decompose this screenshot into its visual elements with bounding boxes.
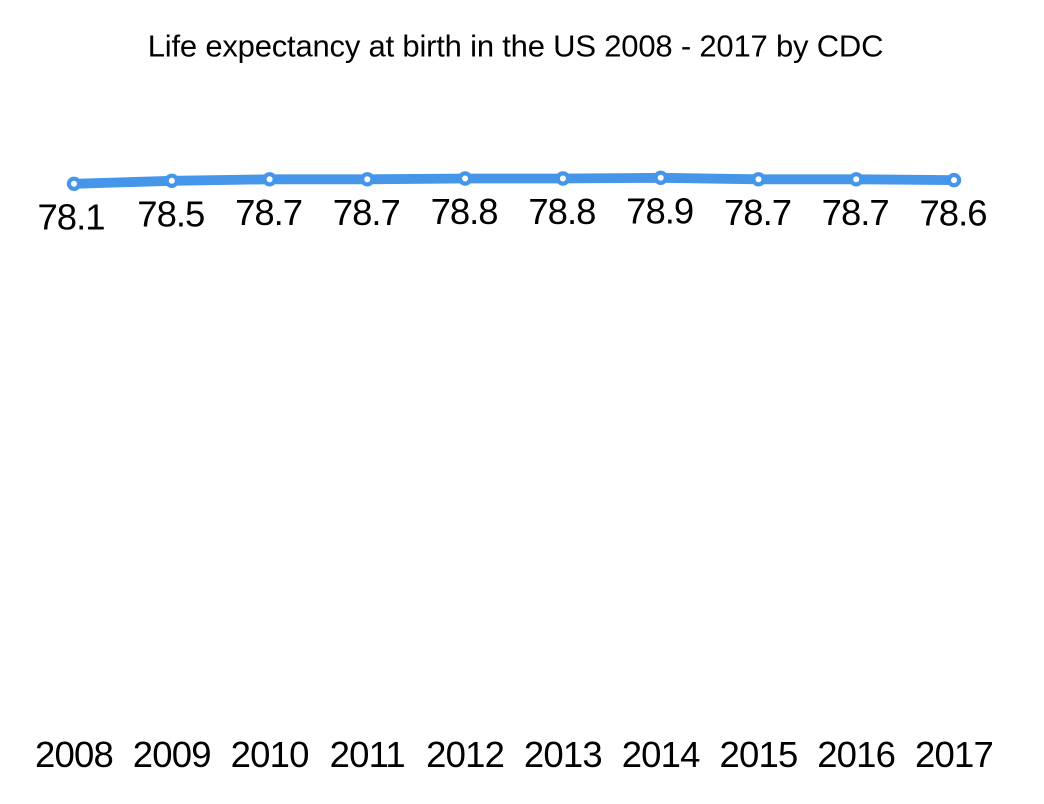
svg-text:2009: 2009 (133, 734, 211, 775)
svg-text:2015: 2015 (720, 734, 798, 775)
svg-text:78.5: 78.5 (137, 193, 204, 234)
svg-text:Life expectancy at birth in th: Life expectancy at birth in the US 2008 … (148, 29, 884, 64)
svg-text:78.7: 78.7 (724, 192, 791, 233)
svg-text:2012: 2012 (426, 734, 504, 775)
svg-text:2016: 2016 (817, 734, 895, 775)
svg-text:78.7: 78.7 (333, 192, 400, 233)
svg-text:2010: 2010 (231, 734, 309, 775)
svg-text:2014: 2014 (622, 734, 700, 775)
svg-text:78.1: 78.1 (37, 196, 104, 237)
svg-text:2017: 2017 (915, 734, 993, 775)
svg-text:2011: 2011 (330, 734, 405, 775)
svg-text:78.8: 78.8 (528, 191, 595, 232)
svg-text:78.7: 78.7 (235, 192, 302, 233)
svg-text:78.7: 78.7 (822, 192, 889, 233)
svg-text:78.6: 78.6 (919, 193, 986, 234)
svg-text:78.8: 78.8 (431, 191, 498, 232)
svg-text:2013: 2013 (524, 734, 602, 775)
svg-text:2008: 2008 (35, 734, 113, 775)
svg-text:78.9: 78.9 (626, 190, 693, 231)
